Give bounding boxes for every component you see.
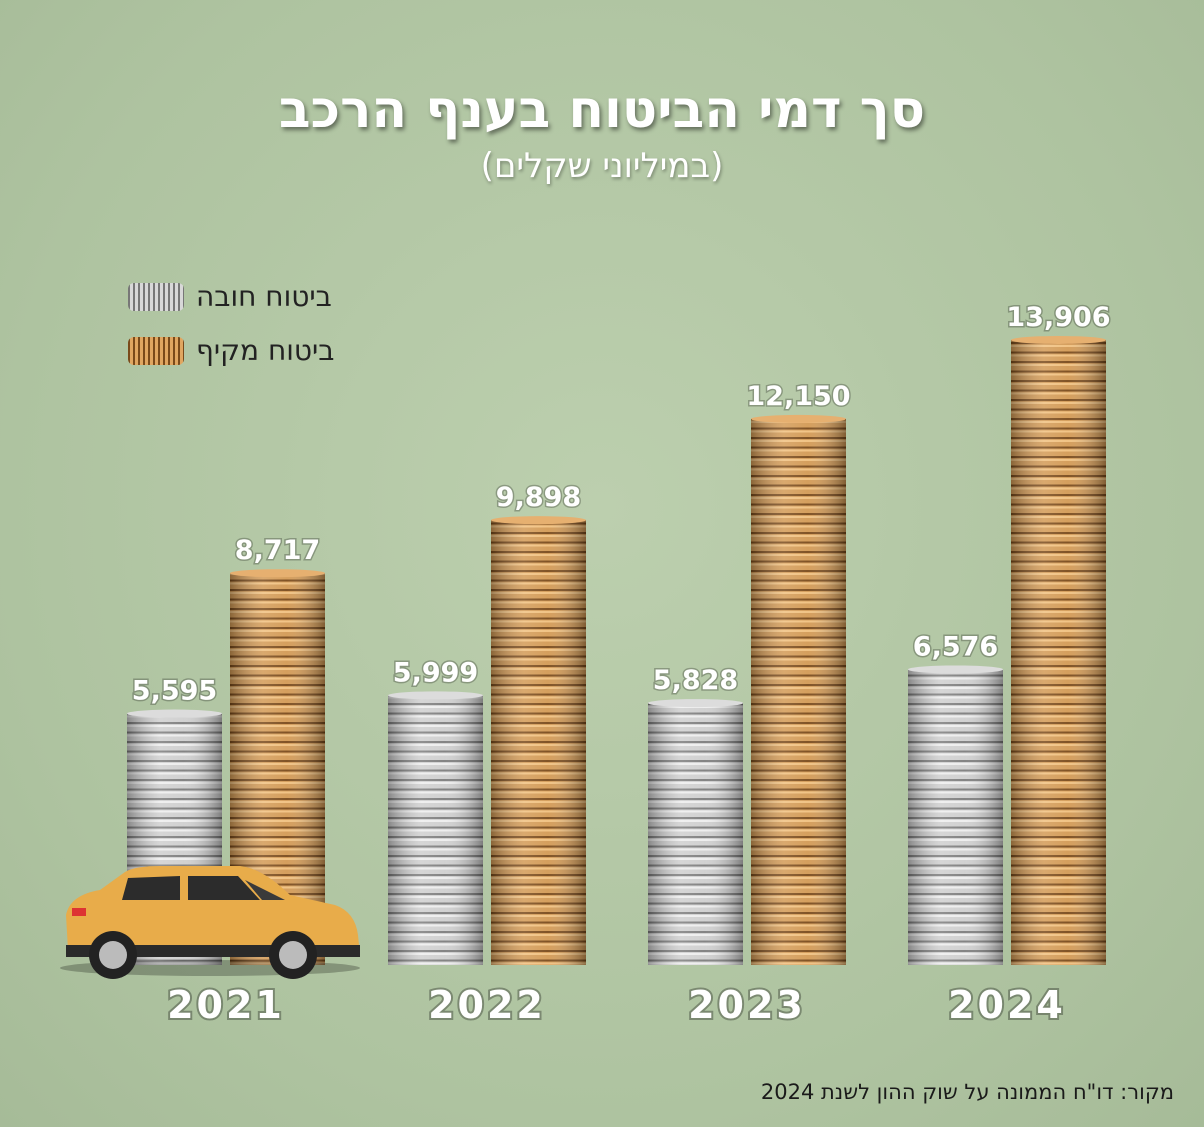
data-label: 5,595 xyxy=(132,676,217,707)
bar-shading xyxy=(648,703,743,965)
legend-item-comprehensive: ביטוח מקיף xyxy=(128,334,334,367)
bar-shading xyxy=(1011,340,1106,965)
bar-top xyxy=(388,691,483,700)
chart-subtitle: (במיליוני שקלים) xyxy=(480,146,724,186)
data-label: 13,906 xyxy=(1006,302,1110,333)
data-label: 6,576 xyxy=(913,631,998,662)
data-label: 12,150 xyxy=(746,381,850,412)
bar-top xyxy=(751,414,846,423)
bar-shading xyxy=(751,418,846,966)
source-note: מקור: דו"ח הממונה על שוק ההון לשנת 2024 xyxy=(760,1080,1174,1104)
data-label: 9,898 xyxy=(496,482,581,513)
bar-shading xyxy=(908,669,1003,965)
x-tick-label: 2023 xyxy=(688,983,806,1027)
legend-swatch-silver xyxy=(128,282,184,311)
chart-title: סך דמי הביטוח בענף הרכב xyxy=(278,80,926,140)
legend-label: ביטוח מקיף xyxy=(196,334,335,367)
data-label: 5,999 xyxy=(393,657,478,688)
bar-top xyxy=(491,516,586,525)
legend-swatch-gold xyxy=(128,336,184,365)
x-tick-label: 2021 xyxy=(167,983,285,1027)
bar-top xyxy=(908,665,1003,674)
toy-car-icon xyxy=(60,866,360,979)
bar-top xyxy=(648,699,743,708)
bar-shading xyxy=(388,695,483,965)
bar-shading xyxy=(491,520,586,965)
data-label: 5,828 xyxy=(653,665,738,696)
legend-label: ביטוח חובה xyxy=(196,280,332,313)
bar-top xyxy=(127,709,222,718)
legend-item-compulsory: ביטוח חובה xyxy=(128,280,332,313)
data-label: 8,717 xyxy=(235,535,320,566)
bar-top xyxy=(230,569,325,578)
x-tick-label: 2024 xyxy=(948,983,1066,1027)
bar-top xyxy=(1011,336,1106,344)
x-tick-label: 2022 xyxy=(428,983,546,1027)
